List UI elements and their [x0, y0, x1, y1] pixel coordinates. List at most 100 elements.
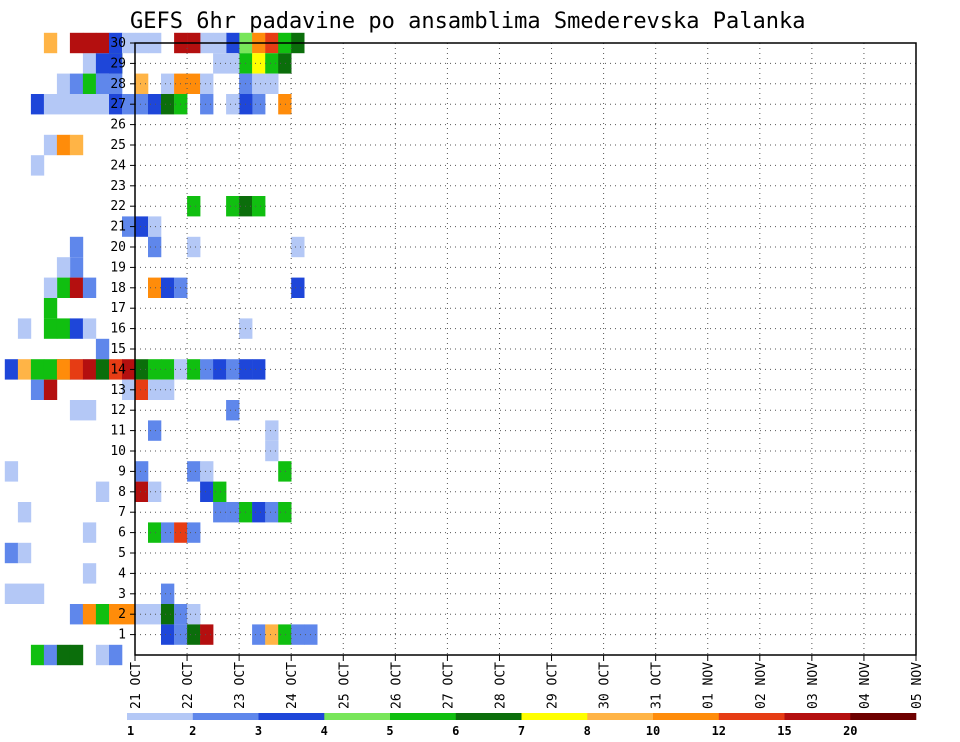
- y-tick-label: 15: [110, 342, 126, 357]
- heatmap-cell: [252, 53, 266, 74]
- heatmap-cell: [95, 338, 110, 360]
- heatmap-cell: [187, 73, 201, 94]
- heatmap-cell: [17, 502, 32, 523]
- heatmap-cell: [252, 196, 266, 217]
- heatmap-cell: [200, 481, 214, 502]
- heatmap-cells: [4, 32, 318, 666]
- colorbar-swatch: [587, 713, 654, 720]
- heatmap-cell: [252, 624, 266, 645]
- x-tick-label: 23 OCT: [233, 662, 248, 709]
- heatmap-cell: [161, 94, 175, 115]
- heatmap-cell: [82, 400, 97, 421]
- colorbar-swatch: [127, 713, 193, 720]
- heatmap-cell: [95, 644, 110, 666]
- y-tick-label: 5: [118, 546, 126, 561]
- heatmap-cell: [4, 461, 19, 482]
- heatmap-cell: [187, 359, 201, 380]
- heatmap-cell: [135, 359, 149, 380]
- colorbar-label: 4: [321, 724, 328, 738]
- colorbar-label: 5: [386, 724, 393, 738]
- heatmap-cell: [265, 502, 279, 523]
- y-tick-label: 14: [110, 362, 126, 377]
- heatmap-cell: [43, 134, 58, 156]
- heatmap-cell: [95, 73, 110, 94]
- heatmap-cell: [82, 73, 97, 94]
- colorbar-label: 8: [584, 724, 591, 738]
- heatmap-cell: [43, 94, 58, 115]
- heatmap-cell: [56, 94, 71, 115]
- heatmap-cell: [122, 379, 136, 400]
- y-tick-label: 24: [110, 158, 126, 173]
- heatmap-cell: [69, 604, 84, 625]
- heatmap-cell: [122, 216, 136, 237]
- y-tick-label: 23: [110, 179, 126, 194]
- heatmap-cell: [69, 73, 84, 94]
- heatmap-cell: [213, 359, 227, 380]
- colorbar-label: 3: [255, 724, 262, 738]
- heatmap-cell: [265, 53, 279, 74]
- heatmap-cell: [109, 53, 123, 74]
- heatmap-cell: [4, 542, 19, 564]
- heatmap-cell: [200, 461, 214, 482]
- heatmap-cell: [148, 277, 162, 298]
- y-tick-label: 7: [118, 505, 126, 520]
- x-axis-ticks: 21 OCT 22 OCT 23 OCT 24 OCT 25 OCT 26 OCT 27 O…: [129, 655, 925, 709]
- heatmap-cell: [148, 94, 162, 115]
- heatmap-cell: [4, 583, 19, 604]
- colorbar-label: 10: [646, 724, 660, 738]
- x-tick-label: 26 OCT: [389, 662, 404, 709]
- x-tick-label: 21 OCT: [129, 662, 144, 709]
- heatmap-cell: [43, 318, 58, 339]
- heatmap-cell: [148, 236, 162, 258]
- heatmap-cell: [187, 624, 201, 645]
- heatmap-cell: [200, 359, 214, 380]
- x-tick-label: 04 NOV: [858, 662, 873, 709]
- x-tick-label: 02 NOV: [754, 662, 769, 709]
- y-tick-label: 18: [110, 281, 126, 296]
- y-tick-label: 10: [110, 444, 126, 459]
- heatmap-cell: [56, 318, 71, 339]
- heatmap-cell: [135, 604, 149, 625]
- heatmap-cell: [148, 216, 162, 237]
- colorbar-swatch: [521, 713, 588, 720]
- heatmap-cell: [291, 236, 305, 258]
- heatmap-cell: [82, 277, 97, 298]
- heatmap-cell: [226, 53, 240, 74]
- heatmap-cell: [161, 522, 175, 543]
- heatmap-cell: [82, 359, 97, 380]
- heatmap-cell: [56, 257, 71, 278]
- heatmap-cell: [135, 94, 149, 115]
- heatmap-cell: [135, 461, 149, 482]
- heatmap-cell: [30, 94, 45, 115]
- colorbar-swatch: [192, 713, 259, 720]
- x-tick-label: 27 OCT: [441, 662, 456, 709]
- heatmap-cell: [69, 134, 84, 156]
- y-tick-label: 25: [110, 138, 126, 153]
- chart-title: GEFS 6hr padavine po ansamblima Smederev…: [130, 9, 806, 34]
- heatmap-cell: [69, 359, 84, 380]
- heatmap-cell: [17, 542, 32, 564]
- heatmap-cell: [161, 359, 175, 380]
- heatmap-cell: [265, 440, 279, 462]
- heatmap-cell: [278, 624, 292, 645]
- heatmap-cell: [200, 624, 214, 645]
- x-tick-label: 22 OCT: [181, 662, 196, 709]
- heatmap-cell: [109, 604, 123, 625]
- heatmap-cell: [82, 604, 97, 625]
- y-tick-label: 4: [118, 566, 126, 581]
- y-tick-label: 16: [110, 322, 126, 337]
- heatmap-cell: [95, 94, 110, 115]
- heatmap-cell: [226, 502, 240, 523]
- heatmap-cell: [30, 583, 45, 604]
- heatmap-cell: [17, 318, 32, 339]
- heatmap-cell: [278, 502, 292, 523]
- x-tick-label: 28 OCT: [494, 662, 509, 709]
- y-tick-label: 12: [110, 403, 126, 418]
- x-tick-label: 24 OCT: [285, 662, 300, 709]
- heatmap-cell: [161, 624, 175, 645]
- x-tick-label: 29 OCT: [546, 662, 561, 709]
- heatmap-cell: [95, 481, 110, 502]
- heatmap-cell: [252, 359, 266, 380]
- y-tick-label: 29: [110, 56, 126, 71]
- heatmap-cell: [200, 94, 214, 115]
